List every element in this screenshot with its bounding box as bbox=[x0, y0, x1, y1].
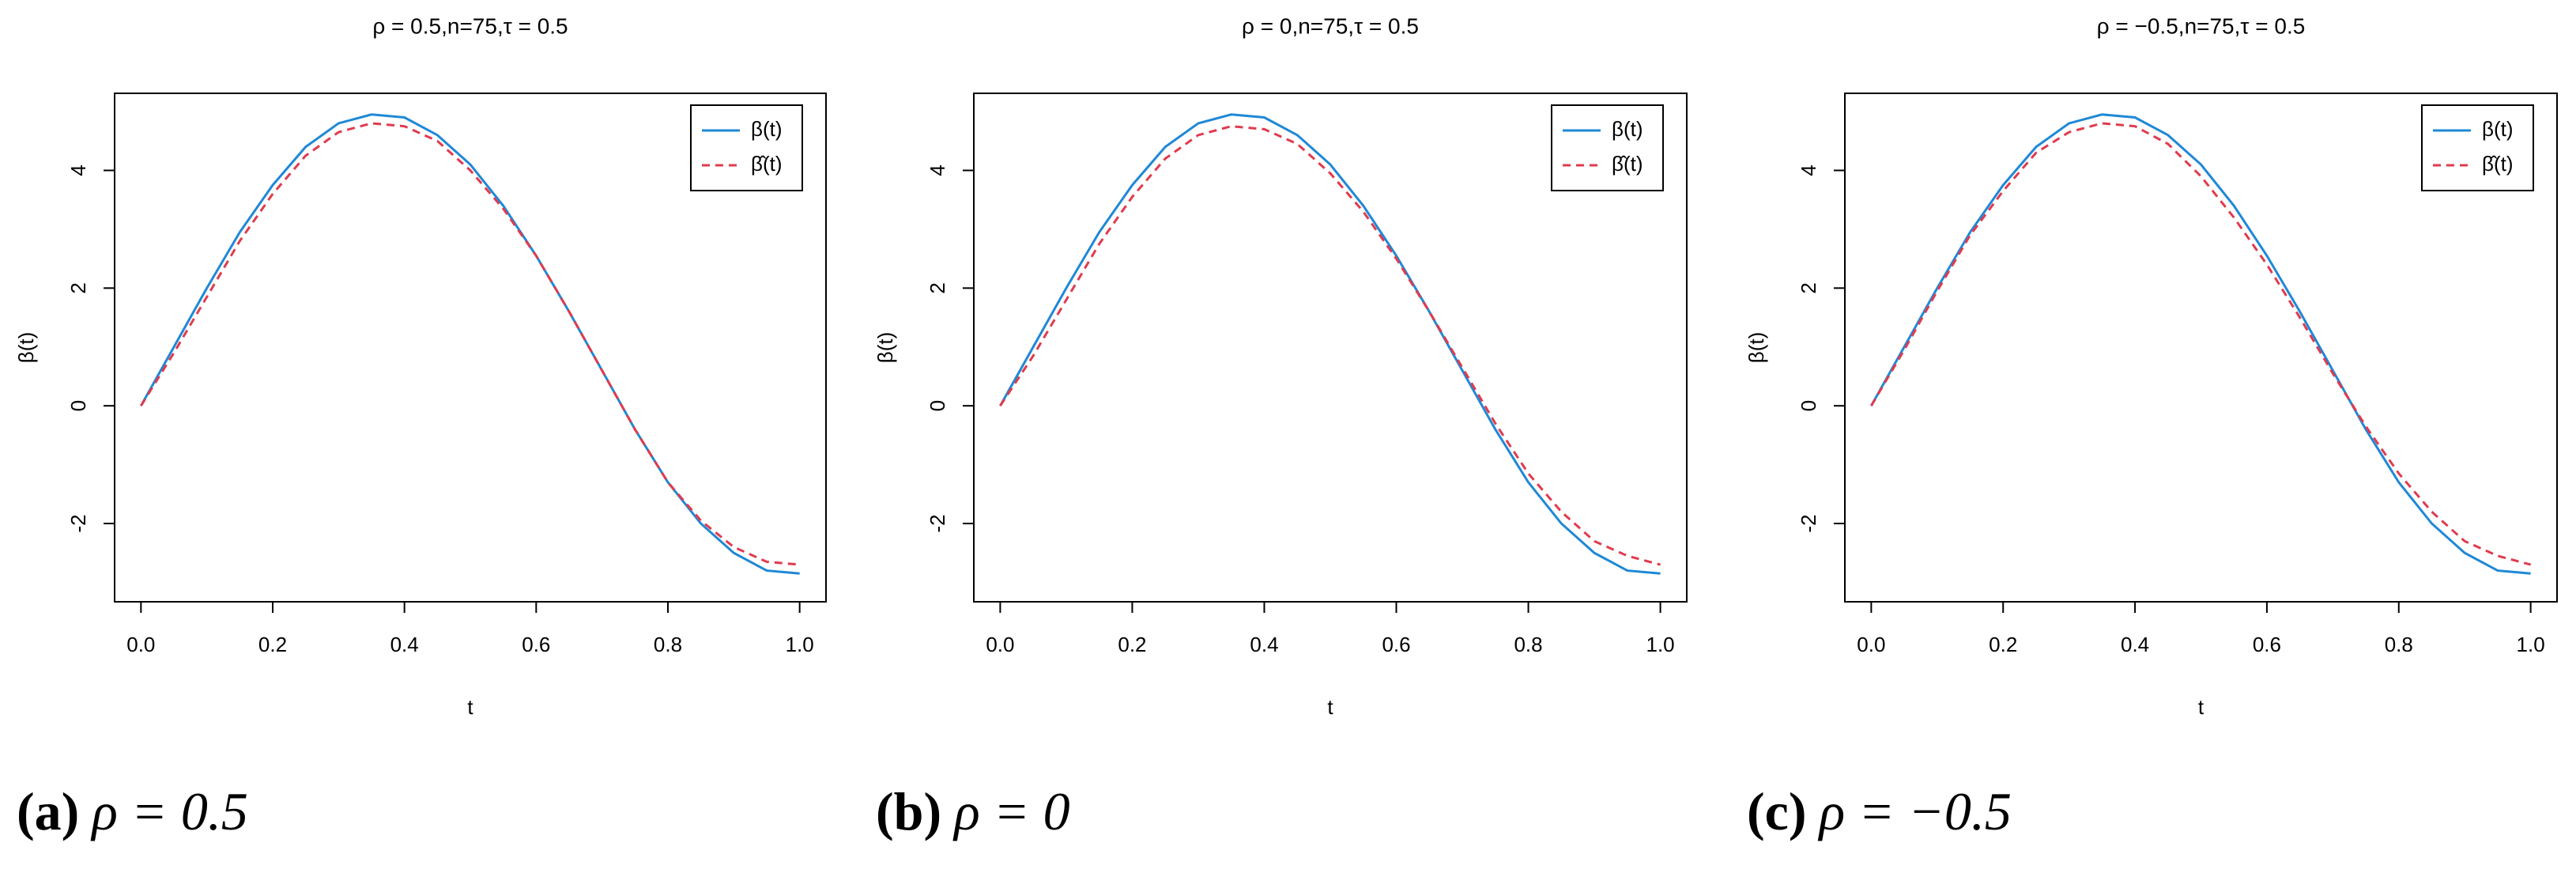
legend-label: β(t) bbox=[751, 117, 783, 141]
x-axis-label: t bbox=[467, 695, 473, 719]
x-tick-label: 0.6 bbox=[522, 633, 550, 656]
y-tick-label: -2 bbox=[1797, 514, 1820, 532]
x-tick-label: 0.0 bbox=[1857, 633, 1885, 656]
line-series bbox=[1870, 113, 2531, 575]
legend-label: β(t) bbox=[2482, 117, 2514, 141]
caption: (a) ρ = 0.5 bbox=[17, 781, 248, 841]
x-tick-label: 0.8 bbox=[2385, 633, 2413, 656]
legend-label: β̂(t) bbox=[1612, 152, 1643, 176]
y-tick-label: 2 bbox=[926, 282, 949, 293]
caption-text: ρ = 0.5 bbox=[90, 781, 248, 841]
x-tick-label: 0.0 bbox=[126, 633, 155, 656]
line-series bbox=[140, 122, 800, 566]
y-axis-label: β(t) bbox=[1744, 332, 1768, 364]
legend-label: β̂(t) bbox=[2482, 152, 2514, 176]
line-series bbox=[1870, 122, 2532, 566]
x-tick-label: 0.2 bbox=[1118, 633, 1146, 656]
x-tick-label: 0.6 bbox=[1382, 633, 1410, 656]
y-tick-label: 0 bbox=[1797, 400, 1820, 411]
legend-box bbox=[2421, 104, 2534, 191]
y-axis-label: β(t) bbox=[14, 332, 38, 364]
chart-title: ρ = −0.5,n=75,τ = 0.5 bbox=[2097, 13, 2306, 38]
y-tick-label: 0 bbox=[66, 400, 90, 411]
legend-label: β̂(t) bbox=[751, 152, 783, 176]
line-series bbox=[140, 113, 800, 575]
caption: (b) ρ = 0 bbox=[876, 781, 1070, 841]
legend-label: β(t) bbox=[1612, 117, 1643, 141]
y-tick-label: 4 bbox=[1797, 164, 1820, 176]
y-tick-label: 2 bbox=[66, 282, 90, 293]
legend-box bbox=[690, 104, 803, 191]
caption-label: (a) bbox=[17, 781, 79, 841]
y-tick-label: 4 bbox=[926, 164, 949, 176]
x-tick-label: 0.8 bbox=[1514, 633, 1542, 656]
y-tick-label: -2 bbox=[66, 514, 90, 532]
x-tick-label: 1.0 bbox=[786, 633, 814, 656]
x-tick-label: 0.4 bbox=[390, 633, 419, 656]
caption-label: (b) bbox=[876, 781, 941, 841]
x-axis-label: t bbox=[1327, 695, 1333, 719]
panel: ρ = −0.5,n=75,τ = 0.5 0.0 0.2 0.4 0.6 0.8 1.0 t… bbox=[1744, 13, 2558, 841]
panel: ρ = 0,n=75,τ = 0.5 0.0 0.2 0.4 0.6 0.8 1.0 t -2 0… bbox=[873, 13, 1688, 841]
y-tick-label: -2 bbox=[926, 514, 949, 532]
chart-title: ρ = 0.5,n=75,τ = 0.5 bbox=[372, 13, 568, 38]
line-series bbox=[999, 113, 1661, 575]
x-tick-label: 0.0 bbox=[986, 633, 1014, 656]
y-tick-label: 0 bbox=[926, 400, 949, 411]
x-tick-label: 1.0 bbox=[1646, 633, 1675, 656]
y-tick-label: 4 bbox=[66, 164, 90, 176]
x-tick-label: 0.4 bbox=[2121, 633, 2149, 656]
caption-text: ρ = −0.5 bbox=[1817, 781, 2011, 841]
y-axis-label: β(t) bbox=[873, 332, 897, 364]
y-tick-label: 2 bbox=[1797, 282, 1820, 293]
chart-title: ρ = 0,n=75,τ = 0.5 bbox=[1242, 13, 1419, 38]
x-tick-label: 1.0 bbox=[2517, 633, 2545, 656]
x-tick-label: 0.2 bbox=[1989, 633, 2017, 656]
caption-text: ρ = 0 bbox=[952, 781, 1070, 841]
legend-box bbox=[1551, 104, 1664, 191]
x-tick-label: 0.6 bbox=[2253, 633, 2281, 656]
x-tick-label: 0.2 bbox=[258, 633, 287, 656]
panel: ρ = 0.5,n=75,τ = 0.5 0.0 0.2 0.4 0.6 0.8 1.0 t -… bbox=[14, 13, 827, 841]
caption: (c) ρ = −0.5 bbox=[1747, 781, 2012, 841]
x-tick-label: 0.8 bbox=[654, 633, 682, 656]
line-series bbox=[999, 125, 1661, 566]
caption-label: (c) bbox=[1747, 781, 1806, 841]
x-tick-label: 0.4 bbox=[1250, 633, 1278, 656]
x-axis-label: t bbox=[2198, 695, 2204, 719]
